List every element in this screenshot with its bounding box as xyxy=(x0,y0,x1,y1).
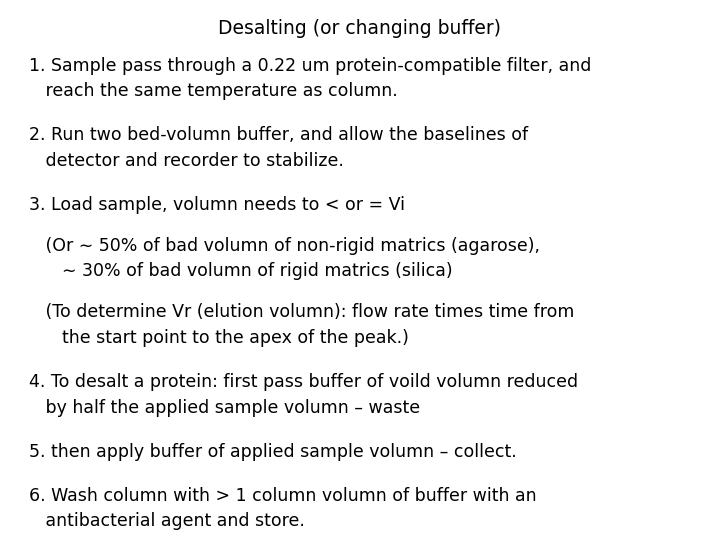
Text: 5. then apply buffer of applied sample volumn – collect.: 5. then apply buffer of applied sample v… xyxy=(29,443,516,461)
Text: reach the same temperature as column.: reach the same temperature as column. xyxy=(29,82,397,100)
Text: ∼ 30% of bad volumn of rigid matrics (silica): ∼ 30% of bad volumn of rigid matrics (si… xyxy=(29,262,452,280)
Text: by half the applied sample volumn – waste: by half the applied sample volumn – wast… xyxy=(29,399,420,416)
Text: (Or ∼ 50% of bad volumn of non-rigid matrics (agarose),: (Or ∼ 50% of bad volumn of non-rigid mat… xyxy=(29,237,540,254)
Text: detector and recorder to stabilize.: detector and recorder to stabilize. xyxy=(29,152,343,170)
Text: Desalting (or changing buffer): Desalting (or changing buffer) xyxy=(218,19,502,38)
Text: the start point to the apex of the peak.): the start point to the apex of the peak.… xyxy=(29,329,409,347)
Text: 6. Wash column with > 1 column volumn of buffer with an: 6. Wash column with > 1 column volumn of… xyxy=(29,487,536,505)
Text: 4. To desalt a protein: first pass buffer of voild volumn reduced: 4. To desalt a protein: first pass buffe… xyxy=(29,373,578,391)
Text: (To determine Vr (elution volumn): flow rate times time from: (To determine Vr (elution volumn): flow … xyxy=(29,303,574,321)
Text: 1. Sample pass through a 0.22 um protein-compatible filter, and: 1. Sample pass through a 0.22 um protein… xyxy=(29,57,591,75)
Text: antibacterial agent and store.: antibacterial agent and store. xyxy=(29,512,305,530)
Text: 2. Run two bed-volumn buffer, and allow the baselines of: 2. Run two bed-volumn buffer, and allow … xyxy=(29,126,528,144)
Text: 3. Load sample, volumn needs to < or = Vi: 3. Load sample, volumn needs to < or = V… xyxy=(29,196,405,214)
